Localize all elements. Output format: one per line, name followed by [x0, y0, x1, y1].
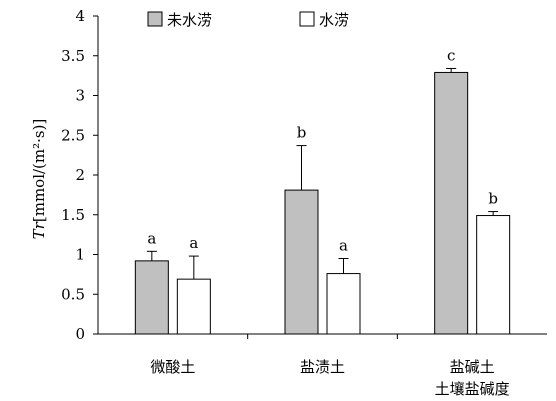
significance-label: b	[297, 124, 307, 142]
y-axis-label-symbol: Tr	[30, 221, 48, 239]
y-tick-label: 2.5	[61, 126, 85, 144]
x-category-label: 盐渍土	[300, 358, 345, 376]
bar-flooded-3	[476, 215, 511, 335]
x-axis-label: 土壤盐碱度	[435, 380, 510, 398]
y-axis-label-unit: [mmol/(m²·s)]	[30, 119, 48, 222]
legend-swatch-1	[147, 11, 163, 27]
y-tick-label: 0	[75, 325, 85, 343]
y-tick-label: 1	[75, 246, 85, 264]
bar-unflooded-1	[134, 260, 169, 335]
y-tick-label: 0.5	[61, 285, 85, 303]
y-tick-label: 3.5	[61, 47, 85, 65]
significance-label: c	[447, 46, 455, 64]
y-tick-label: 3	[75, 87, 85, 105]
significance-label: a	[147, 229, 156, 247]
bar-unflooded-3	[434, 71, 469, 335]
legend-label-2: 水涝	[319, 11, 349, 29]
legend: 未水涝 水涝	[147, 11, 349, 29]
axes: 0 0.5 1 1.5 2 2.5 3 3.5 4 Tr[mmol/(m²·s)]	[30, 7, 547, 343]
significance-label: a	[339, 236, 348, 254]
significance-label: b	[488, 190, 498, 208]
y-tick-label: 2	[75, 166, 85, 184]
x-category-label: 盐碱土	[450, 358, 495, 376]
y-axis-label: Tr[mmol/(m²·s)]	[30, 119, 48, 240]
legend-swatch-2	[299, 11, 315, 27]
y-tick-label: 4	[75, 7, 85, 25]
bar-flooded-2	[326, 273, 361, 335]
legend-label-1: 未水涝	[167, 11, 212, 29]
x-category-label: 微酸土	[150, 358, 195, 376]
bars	[134, 67, 511, 335]
bar-flooded-1	[176, 278, 211, 335]
y-tick-label: 1.5	[61, 206, 85, 224]
significance-label: a	[189, 234, 198, 252]
bar-unflooded-2	[284, 189, 319, 335]
